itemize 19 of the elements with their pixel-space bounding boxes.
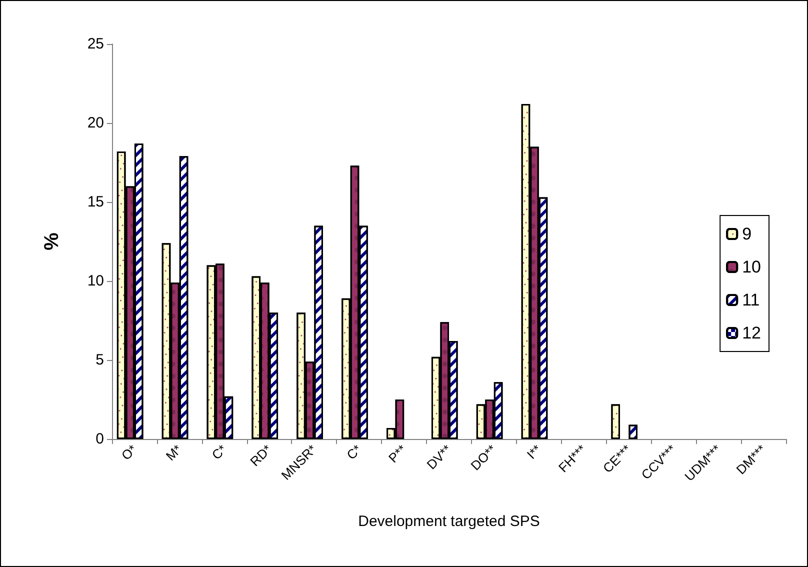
x-tick-label: O* — [118, 442, 140, 464]
y-tick-label: 5 — [96, 352, 104, 368]
legend-label: 9 — [742, 224, 752, 244]
x-tick-label: M* — [162, 442, 185, 464]
x-tick-label: P** — [385, 442, 410, 466]
legend-label: 12 — [742, 324, 762, 342]
y-tick-label: 15 — [87, 194, 104, 210]
legend-label: 10 — [742, 258, 762, 276]
y-tick-label: 0 — [96, 430, 104, 448]
y-tick-label: 20 — [87, 114, 104, 132]
x-tick-label: C* — [344, 442, 364, 463]
x-tick-label: RD* — [247, 442, 275, 470]
x-tick-label: I** — [524, 442, 544, 462]
y-axis-title: % — [41, 232, 63, 250]
y-tick-label: 10 — [87, 272, 104, 290]
x-tick-label: C* — [208, 442, 230, 463]
legend-label: 11 — [742, 290, 760, 310]
y-tick-label: 25 — [87, 36, 104, 52]
x-axis-title: Development targeted SPS — [358, 513, 540, 530]
